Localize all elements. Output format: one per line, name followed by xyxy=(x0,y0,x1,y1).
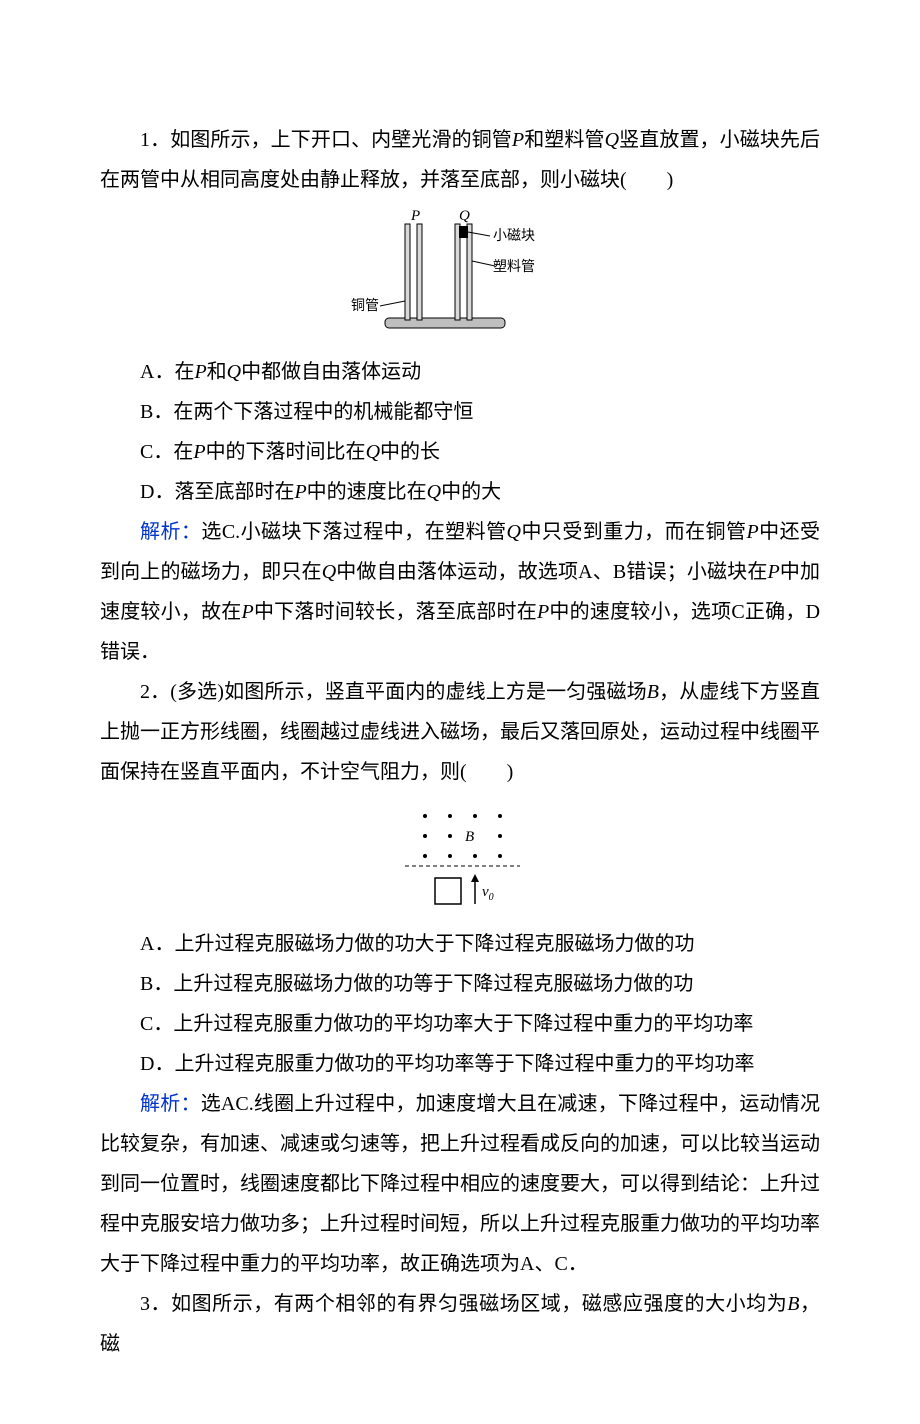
q1-label-q: Q xyxy=(459,208,470,224)
q1-analysis: 解析：选C.小磁块下落过程中，在塑料管Q中只受到重力，而在铜管P中还受到向上的磁… xyxy=(100,512,820,672)
document-page: 1．如图所示，上下开口、内壁光滑的铜管P和塑料管Q竖直放置，小磁块先后在两管中从… xyxy=(0,0,920,1424)
q2-analysis: 解析：选AC.线圈上升过程中，加速度增大且在减速，下降过程中，运动情况比较复杂，… xyxy=(100,1084,820,1284)
q2-option-d: D．上升过程克服重力做功的平均功率等于下降过程中重力的平均功率 xyxy=(100,1044,820,1084)
q1-option-b: B．在两个下落过程中的机械能都守恒 xyxy=(100,392,820,432)
analysis-label: 解析： xyxy=(140,521,201,543)
q1-number: 1 xyxy=(140,129,150,151)
q1-option-a: A．在P和Q中都做自由落体运动 xyxy=(100,352,820,392)
q1-figure: P Q 小磁块 塑料管 铜管 xyxy=(345,206,575,346)
q1-text: ．如图所示，上下开口、内壁光滑的铜管P和塑料管Q竖直放置，小磁块先后在两管中从相… xyxy=(100,129,820,191)
q2-option-c: C．上升过程克服重力做功的平均功率大于下降过程中重力的平均功率 xyxy=(100,1004,820,1044)
q2-analysis-text: 选AC.线圈上升过程中，加速度增大且在减速，下降过程中，运动情况比较复杂，有加速… xyxy=(100,1093,820,1275)
q1-option-c: C．在P中的下落时间比在Q中的长 xyxy=(100,432,820,472)
q1-label-p: P xyxy=(410,208,420,224)
q1-label-copper: 铜管 xyxy=(351,298,379,314)
q3-number: 3 xyxy=(140,1293,150,1315)
q2-stem: 2．(多选)如图所示，竖直平面内的虚线上方是一匀强磁场B，从虚线下方竖直上抛一正… xyxy=(100,672,820,792)
q1-option-d: D．落至底部时在P中的速度比在Q中的大 xyxy=(100,472,820,512)
analysis-label: 解析： xyxy=(140,1093,201,1115)
q1-label-magnet: 小磁块 xyxy=(493,228,535,244)
q3-stem: 3．如图所示，有两个相邻的有界匀强磁场区域，磁感应强度的大小均为B，磁 xyxy=(100,1284,820,1364)
q1-stem: 1．如图所示，上下开口、内壁光滑的铜管P和塑料管Q竖直放置，小磁块先后在两管中从… xyxy=(100,120,820,200)
q2-number: 2 xyxy=(140,681,150,703)
q2-figure: B v0 xyxy=(360,798,560,918)
q2-option-b: B．上升过程克服磁场力做的功等于下降过程克服磁场力做的功 xyxy=(100,964,820,1004)
q1-label-plastic: 塑料管 xyxy=(493,259,535,275)
q2-option-a: A．上升过程克服磁场力做的功大于下降过程克服磁场力做的功 xyxy=(100,924,820,964)
q2-label-b: B xyxy=(465,829,474,845)
